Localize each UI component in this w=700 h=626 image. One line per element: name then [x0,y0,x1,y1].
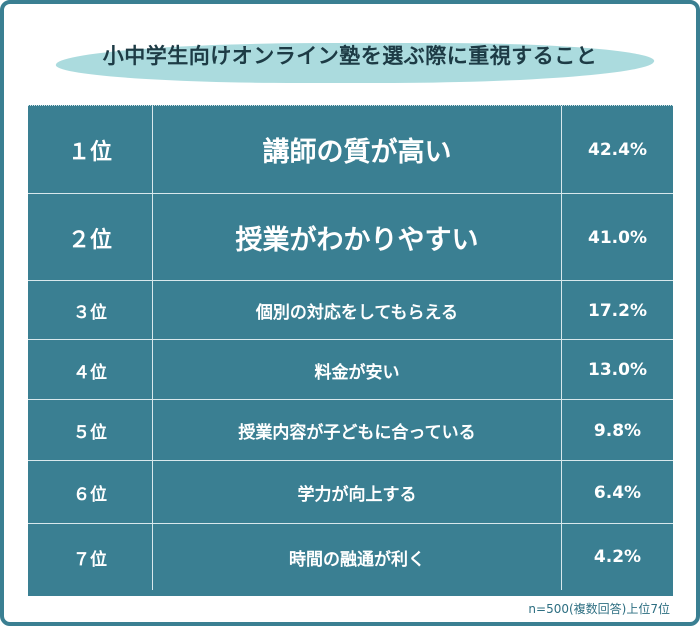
chart-title: 小中学生向けオンライン塾を選ぶ際に重視すること [102,44,598,68]
percentage-value: 13.0% [588,360,647,380]
ranking-row: ３位 個別の対応をしてもらえる 17.2% [28,280,673,340]
item-label: 授業内容が子どもに合っている [153,400,562,461]
ranking-row: ６位 学力が向上する 6.4% [28,460,673,524]
ranking-row: ７位 時間の融通が利く 4.2% [28,523,673,590]
item-label: 授業がわかりやすい [153,194,562,281]
rank-label: ６位 [28,461,153,524]
item-label: 料金が安い [153,340,562,400]
percentage-value: 6.4% [593,482,642,503]
item-label: 時間の融通が利く [153,524,562,590]
item-label: 個別の対応をしてもらえる [153,281,562,340]
percentage-value: 9.8% [593,420,642,441]
percentage-value: 4.2% [593,547,642,567]
ranking-row: ２位 授業がわかりやすい 41.0% [28,193,673,281]
rank-label: ５位 [28,400,153,461]
rank-label: １位 [28,106,153,193]
percentage-value: 41.0% [588,227,647,248]
ranking-row: ５位 授業内容が子どもに合っている 9.8% [28,399,673,461]
ranking-row: ４位 料金が安い 13.0% [28,339,673,400]
ranking-table: １位 講師の質が高い 42.4% ２位 授業がわかりやすい 41.0% ３位 個別の対応をして… [28,105,673,596]
rank-label: ７位 [28,524,153,590]
item-label: 学力が向上する [153,461,562,524]
ranking-row: １位 講師の質が高い 42.4% [28,106,673,193]
rank-label: ３位 [28,281,153,340]
sample-note: n=500(複数回答)上位7位 [528,602,670,616]
percentage-value: 42.4% [588,139,647,160]
rank-label: ４位 [28,340,153,400]
percentage-value: 17.2% [588,300,647,321]
rank-label: ２位 [28,194,153,281]
item-label: 講師の質が高い [153,106,562,193]
